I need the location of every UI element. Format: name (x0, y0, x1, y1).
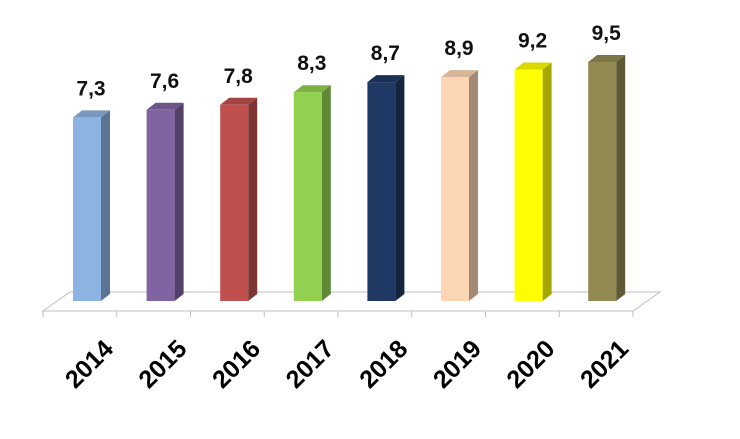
x-tick-label-2018: 2018 (354, 335, 413, 394)
bar-side-face (248, 97, 258, 301)
floor-plane (41, 291, 662, 312)
x-axis-tick-labels: 2014 2015 2016 2017 2018 2019 2020 2021 (60, 335, 634, 394)
bar-side-face (469, 70, 478, 302)
value-label-2017: 8,3 (297, 52, 326, 75)
x-tick-label-2017: 2017 (281, 335, 340, 394)
value-label-2019: 8,9 (444, 37, 473, 60)
x-tick-label-2015: 2015 (133, 335, 192, 394)
value-label-2015: 7,6 (150, 70, 179, 93)
bar-front-face (588, 62, 617, 301)
x-tick-label-2016: 2016 (207, 335, 266, 394)
value-labels-group: 7,3 7,6 7,8 8,3 8,7 8,9 9,2 9,5 (76, 22, 621, 100)
value-label-2020: 9,2 (518, 30, 547, 53)
x-tick-label-2021: 2021 (575, 335, 634, 394)
bar-side-face (174, 102, 184, 301)
bar-side-face (321, 85, 331, 301)
bar-top-face (146, 102, 184, 110)
bar-2017 (293, 85, 331, 301)
bar-top-face (588, 55, 626, 62)
bar-top-face (73, 110, 110, 118)
bar-side-face (101, 110, 110, 301)
bar-side-face (395, 75, 405, 301)
bar-front-face (514, 69, 543, 302)
bar-2014 (73, 110, 110, 301)
value-label-2018: 8,7 (371, 42, 400, 65)
bar-front-face (220, 104, 249, 301)
bar-top-face (514, 62, 552, 70)
bar-top-face (220, 97, 258, 105)
bar-side-face (542, 62, 552, 302)
chart-floor (41, 291, 662, 317)
value-label-2014: 7,3 (76, 77, 105, 100)
bar-top-face (441, 70, 478, 78)
bar-front-face (293, 92, 322, 301)
bar-2016 (220, 97, 258, 301)
bar-2020 (514, 62, 552, 302)
bar-2019 (441, 70, 478, 302)
bar-front-face (146, 109, 175, 301)
bar-top-face (367, 75, 405, 83)
x-tick-label-2020: 2020 (501, 335, 560, 394)
bar-top-face (293, 85, 331, 93)
bar-2021 (588, 55, 626, 301)
bar-front-face (367, 82, 396, 301)
bar-front-face (73, 117, 101, 301)
value-label-2021: 9,5 (592, 22, 622, 45)
value-label-2016: 7,8 (224, 65, 254, 88)
bar-2015 (146, 102, 184, 301)
bar-side-face (616, 55, 626, 301)
bars-group (73, 55, 626, 302)
bar-front-face (441, 77, 469, 302)
x-tick-label-2019: 2019 (428, 335, 487, 394)
bar-2018 (367, 75, 405, 301)
x-tick-label-2014: 2014 (60, 335, 119, 394)
